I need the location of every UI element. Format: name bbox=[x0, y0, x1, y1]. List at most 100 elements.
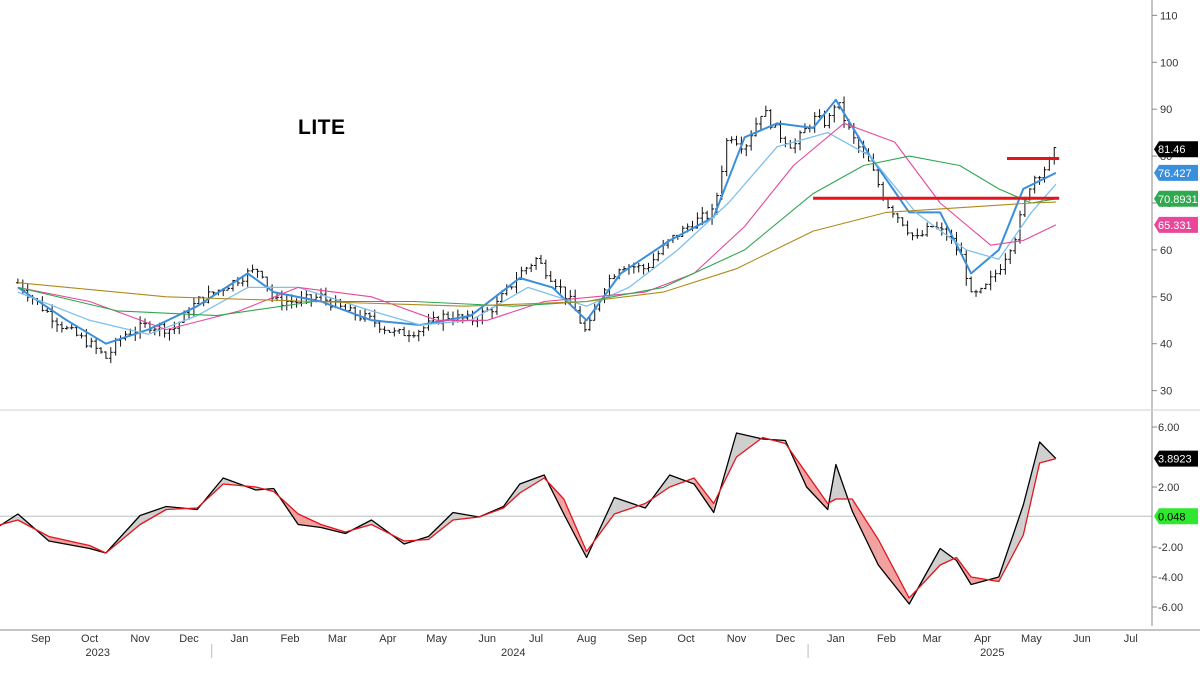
ohlc-bar bbox=[50, 304, 55, 329]
ohlc-bar bbox=[876, 166, 881, 188]
oscillator-fill-segment bbox=[736, 433, 763, 457]
year-label: 2023 bbox=[86, 647, 110, 659]
oscillator-fill-segment bbox=[669, 475, 695, 487]
ohlc-bar bbox=[983, 283, 988, 290]
oscillator-fill-segment bbox=[1039, 442, 1056, 463]
price-tick-label: 110 bbox=[1160, 10, 1178, 22]
ohlc-bar bbox=[421, 326, 426, 337]
oscillator-signal-line bbox=[0, 436, 1057, 599]
last-value-box bbox=[1154, 216, 1198, 233]
ohlc-bar bbox=[143, 318, 148, 328]
last-value-box bbox=[1154, 450, 1198, 467]
ohlc-bar bbox=[802, 123, 807, 134]
ohlc-bar bbox=[382, 326, 387, 335]
ohlc-bar bbox=[118, 335, 123, 347]
ohlc-bar bbox=[988, 270, 993, 291]
oscillator-fill-segment bbox=[298, 514, 321, 528]
month-label: Nov bbox=[130, 633, 150, 645]
year-label: 2024 bbox=[501, 647, 525, 659]
month-label: Aug bbox=[577, 633, 597, 645]
ohlc-bar bbox=[558, 279, 563, 294]
month-label: Mar bbox=[328, 633, 347, 645]
ohlc-bar bbox=[416, 329, 421, 342]
month-label: Feb bbox=[281, 633, 300, 645]
ma-100-line bbox=[17, 155, 1056, 317]
ohlc-bar bbox=[196, 295, 201, 305]
price-tick-label: 50 bbox=[1160, 292, 1172, 304]
ohlc-bar bbox=[538, 254, 543, 264]
ohlc-bar bbox=[1052, 146, 1057, 165]
month-label: Nov bbox=[727, 633, 747, 645]
last-value-tag: 65.331 bbox=[1154, 216, 1198, 233]
ohlc-bar bbox=[969, 276, 974, 293]
ohlc-bar bbox=[543, 259, 548, 280]
ma-50-line bbox=[17, 122, 1057, 331]
month-label: Oct bbox=[677, 633, 694, 645]
month-label: Feb bbox=[877, 633, 896, 645]
last-value-text: 65.331 bbox=[1158, 220, 1192, 232]
ohlc-bar bbox=[793, 138, 798, 154]
ma-fast-line bbox=[17, 98, 1057, 345]
ohlc-bar bbox=[294, 298, 299, 308]
last-value-box bbox=[1154, 508, 1198, 525]
ohlc-bar bbox=[64, 325, 69, 330]
ohlc-bar bbox=[328, 297, 333, 311]
osc-tick-label: -6.00 bbox=[1158, 602, 1183, 614]
ohlc-bar bbox=[69, 324, 74, 330]
ohlc-bar bbox=[211, 291, 216, 295]
last-value-box bbox=[1154, 164, 1198, 181]
oscillator-fill-segment bbox=[48, 536, 90, 549]
oscillator-fill-segment bbox=[694, 478, 714, 513]
ohlc-bar bbox=[1032, 175, 1037, 194]
month-label: Jul bbox=[1124, 633, 1138, 645]
ohlc-bar bbox=[367, 312, 372, 319]
ohlc-bars bbox=[15, 96, 1057, 364]
ohlc-bar bbox=[651, 253, 656, 269]
price-tick-label: 90 bbox=[1160, 104, 1172, 116]
ohlc-bar bbox=[641, 263, 646, 275]
month-label: Jan bbox=[827, 633, 845, 645]
ohlc-bar bbox=[910, 232, 915, 241]
ohlc-bar bbox=[763, 105, 768, 117]
ohlc-bar bbox=[377, 321, 382, 333]
ohlc-bar bbox=[939, 222, 944, 236]
ohlc-bar bbox=[827, 112, 832, 129]
ohlc-bar bbox=[250, 264, 255, 273]
last-value-tag: 70.8931 bbox=[1154, 190, 1198, 207]
ohlc-bar bbox=[534, 256, 539, 270]
ohlc-bar bbox=[406, 330, 411, 343]
x-axis: Sep Oct Nov Dec Jan Feb Mar Apr May Jun Jul Aug Sep O… bbox=[0, 629, 1200, 659]
last-value-box bbox=[1154, 190, 1198, 207]
ohlc-bar bbox=[900, 217, 905, 227]
ohlc-bar bbox=[167, 328, 172, 341]
ohlc-bar bbox=[152, 326, 157, 336]
osc-tick-label: 6.00 bbox=[1158, 422, 1179, 434]
year-label: 2025 bbox=[980, 647, 1004, 659]
ohlc-bar bbox=[260, 270, 265, 279]
oscillator-panel: 6.00 2.00 -2.00 -4.00 -6.00 3.8923 0.048 bbox=[0, 422, 1198, 614]
ma-200-line bbox=[17, 201, 1056, 307]
ohlc-bar bbox=[832, 104, 837, 123]
month-label: Mar bbox=[923, 633, 942, 645]
ohlc-bar bbox=[915, 228, 920, 239]
price-tick-label: 40 bbox=[1160, 339, 1172, 351]
ohlc-bar bbox=[612, 274, 617, 280]
ohlc-bar bbox=[475, 317, 480, 328]
month-label: Dec bbox=[179, 633, 199, 645]
ohlc-bar bbox=[661, 239, 666, 256]
ohlc-bar bbox=[411, 331, 416, 338]
ohlc-bar bbox=[387, 329, 392, 333]
oscillator-fill-segment bbox=[1023, 442, 1040, 535]
ohlc-bar bbox=[255, 268, 260, 278]
ohlc-bar bbox=[402, 326, 407, 337]
ohlc-bar bbox=[245, 268, 250, 289]
month-label: May bbox=[1021, 633, 1042, 645]
ohlc-bar bbox=[925, 222, 930, 237]
last-value-text: 3.8923 bbox=[1158, 454, 1192, 466]
ohlc-bar bbox=[362, 309, 367, 322]
ohlc-bar bbox=[1013, 237, 1018, 255]
ohlc-bar bbox=[724, 137, 729, 177]
ma-slow-light-line bbox=[17, 131, 1057, 335]
oscillator-fill-segment bbox=[940, 548, 957, 565]
